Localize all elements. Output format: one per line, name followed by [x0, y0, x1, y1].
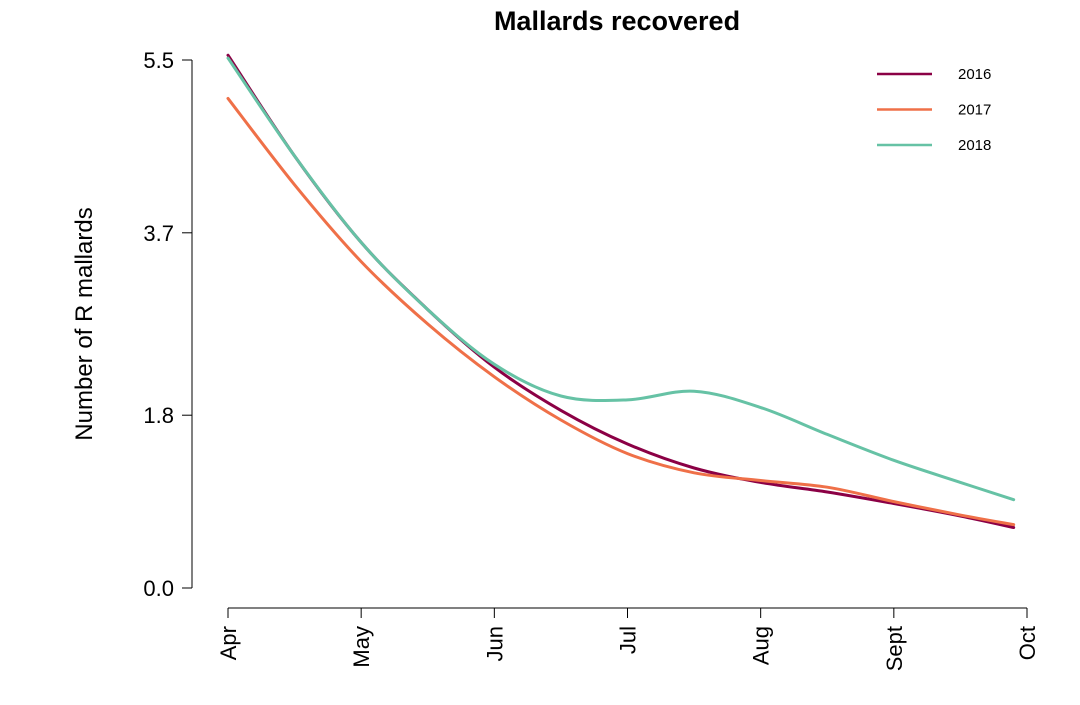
- y-axis-label: Number of R mallards: [71, 207, 98, 440]
- legend-label: 2016: [958, 66, 991, 83]
- x-tick-label: Oct: [1015, 626, 1040, 660]
- chart-title: Mallards recovered: [494, 6, 740, 36]
- series-line-2017: [226, 96, 1016, 527]
- x-tick-label: Jun: [482, 626, 507, 661]
- y-tick-label: 5.5: [143, 48, 174, 73]
- y-tick-label: 3.7: [143, 221, 174, 246]
- series-layer: [226, 53, 1016, 530]
- x-tick-label: May: [349, 626, 374, 668]
- legend: 2016 2017 2018: [877, 66, 991, 154]
- series-line-2016: [226, 53, 1016, 530]
- x-tick-label: Sept: [882, 626, 907, 671]
- x-tick-label: Jul: [616, 626, 641, 654]
- x-axis: Apr May Jun Jul Aug Sept Oct: [216, 607, 1040, 671]
- x-tick-label: Aug: [749, 626, 774, 665]
- legend-label: 2017: [958, 102, 991, 119]
- y-tick-label: 1.8: [143, 403, 174, 428]
- y-tick-label: 0.0: [143, 576, 174, 601]
- legend-label: 2018: [958, 137, 991, 154]
- x-tick-label: Apr: [216, 626, 241, 660]
- y-axis: 0.0 1.8 3.7 5.5: [143, 48, 193, 601]
- series-line-2018: [226, 56, 1016, 502]
